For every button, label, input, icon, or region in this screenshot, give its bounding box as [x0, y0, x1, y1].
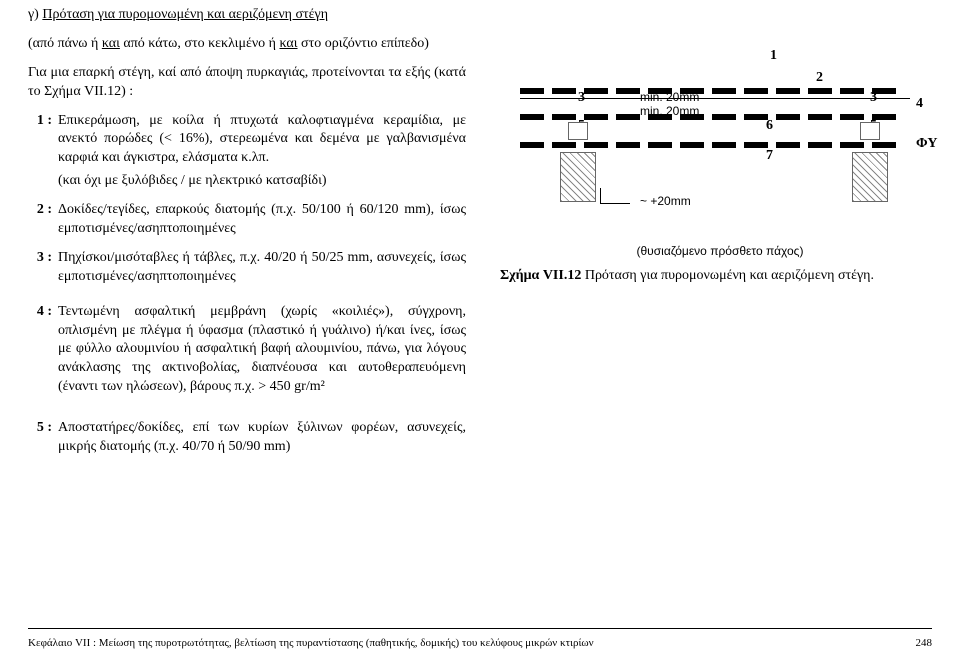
t: (από πάνω ή — [28, 36, 102, 51]
item-num: 4 : — [28, 303, 58, 397]
item-text: Δοκίδες/τεγίδες, επαρκούς διατομής (π.χ.… — [58, 201, 466, 239]
list-item-2: 2 : Δοκίδες/τεγίδες, επαρκούς διατομής (… — [28, 201, 466, 239]
footer-chapter: Κεφάλαιο VII : Μείωση της πυροτρωτότητας… — [28, 637, 594, 649]
item-text: Επικεράμωση, με κοίλα ή πτυχωτά καλοφτια… — [58, 112, 466, 169]
layer-membrane-line — [520, 98, 910, 99]
heading-prefix: γ) — [28, 7, 42, 22]
section-heading: γ) Πρόταση για πυρομονωμένη και αεριζόμε… — [28, 6, 466, 25]
item-num: 5 : — [28, 419, 58, 457]
item-1-subnote: (και όχι με ξυλόβιδες / με ηλεκτρικό κατ… — [28, 172, 466, 191]
caption-label: Σχήμα VII.12 — [500, 268, 585, 283]
page-footer: Κεφάλαιο VII : Μείωση της πυροτρωτότητας… — [28, 637, 932, 649]
diag-label-7: 7 — [766, 148, 773, 164]
footer-rule — [28, 628, 932, 629]
u: και — [279, 36, 297, 51]
item-text: Πηχίσκοι/μισόταβλες ή τάβλες, π.χ. 40/20… — [58, 249, 466, 287]
spacer-left — [568, 122, 588, 140]
diag-label-2: 2 — [816, 70, 823, 86]
item-num: 1 : — [28, 112, 58, 169]
item-num: 3 : — [28, 249, 58, 287]
left-column: γ) Πρόταση για πυρομονωμένη και αεριζόμε… — [28, 6, 466, 467]
list-item-5: 5 : Αποστατήρες/δοκίδες, επί των κυρίων … — [28, 419, 466, 457]
u: και — [102, 36, 120, 51]
diag-label-4: 4 — [916, 96, 923, 112]
roof-diagram: 1 2 3 3 4 5 5 6 7 ΦΥ 8 8 min. 20mm min. … — [500, 48, 930, 238]
t: από κάτω, στο κεκλιμένο ή — [120, 36, 280, 51]
heading-underlined: Πρόταση για πυρομονωμένη και αεριζόμενη … — [42, 7, 328, 22]
right-column: 1 2 3 3 4 5 5 6 7 ΦΥ 8 8 min. 20mm min. … — [500, 48, 940, 284]
diag-plus-label: ~ +20mm — [640, 194, 691, 208]
list-item-1: 1 : Επικεράμωση, με κοίλα ή πτυχωτά καλο… — [28, 112, 466, 169]
bracket-left — [600, 188, 630, 204]
item-text: Τεντωμένη ασφαλτική μεμβράνη (χωρίς «κοι… — [58, 303, 466, 397]
beam-left — [560, 152, 596, 202]
layer-mid — [520, 114, 920, 120]
list-item-3: 3 : Πηχίσκοι/μισόταβλες ή τάβλες, π.χ. 4… — [28, 249, 466, 287]
item-text: Αποστατήρες/δοκίδες, επί των κυρίων ξύλι… — [58, 419, 466, 457]
caption-text: Πρόταση για πυρομονωμένη και αεριζόμενη … — [585, 268, 874, 283]
page: γ) Πρόταση για πυρομονωμένη και αεριζόμε… — [0, 0, 960, 657]
diag-label-6: 6 — [766, 118, 773, 134]
diag-label-1: 1 — [770, 48, 777, 64]
intro-line-1: (από πάνω ή και από κάτω, στο κεκλιμένο … — [28, 35, 466, 54]
diagram-note: (θυσιαζόμενο πρόσθετο πάχος) — [500, 244, 940, 258]
figure-caption: Σχήμα VII.12 Πρόταση για πυρομονωμένη κα… — [500, 268, 940, 284]
beam-right — [852, 152, 888, 202]
layer-top — [520, 88, 920, 94]
t: στο οριζόντιο επίπεδο) — [298, 36, 429, 51]
item-num: 2 : — [28, 201, 58, 239]
footer-page-number: 248 — [916, 637, 933, 649]
intro-line-2: Για μια επαρκή στέγη, καί από άποψη πυρκ… — [28, 64, 466, 102]
layer-bottom — [520, 142, 920, 148]
spacer-right — [860, 122, 880, 140]
list-item-4: 4 : Τεντωμένη ασφαλτική μεμβράνη (χωρίς … — [28, 303, 466, 397]
